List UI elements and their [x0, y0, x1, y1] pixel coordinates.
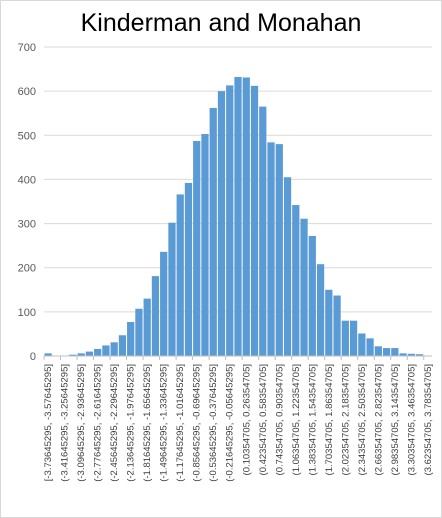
- histogram-bar: (1.38354705, 1.54354705]: 272: [308, 235, 316, 356]
- histogram-bar: (-0.53645295, -0.37645295]: 562: [209, 107, 217, 356]
- x-tick-label: (0.10354705, 0.26354705]: [241, 364, 252, 475]
- y-tick-label: 600: [18, 86, 36, 98]
- x-tick-label: (2.02354705, 2.18354705]: [340, 364, 351, 475]
- histogram-bar: (-0.85645295, -0.69645295]: 487: [193, 141, 201, 356]
- histogram-bar: (3.46354705, 3.62354705]: 4: [415, 354, 424, 356]
- y-axis-ticks: 0 100 200 300 400 500 600 700: [18, 42, 36, 363]
- histogram-bar: [-3.73645295, -3.57645295]: 6: [44, 353, 52, 356]
- histogram-bar: (1.54354705, 1.70354705]: 208: [316, 264, 325, 356]
- y-tick-label: 300: [18, 219, 36, 231]
- x-tick-label: (-2.45645295, -2.29645295]: [109, 364, 120, 482]
- x-tick-label: (0.74354705, 0.90354705]: [274, 364, 285, 475]
- x-tick-label: (3.30354705, 3.46354705]: [406, 364, 417, 475]
- x-axis-ticks: [-3.73645295, -3.57645295] (-3.41645295, …: [43, 356, 434, 482]
- histogram-bar: (-0.69645295, -0.53645295]: 503: [201, 133, 209, 356]
- histogram-bar: (-1.65645295, -1.49645295]: 181: [151, 276, 160, 356]
- histogram-bar: (2.34354705, 2.50354705]: 51: [358, 333, 366, 356]
- histogram-bar: (3.14354705, 3.30354705]: 6: [399, 353, 407, 356]
- histogram-bar: (-2.13645295, -1.97645295]: 77: [127, 322, 135, 356]
- x-tick-label: (1.70354705, 1.86354705]: [324, 364, 335, 475]
- histogram-bar: (1.22354705, 1.38354705]: 311: [300, 218, 308, 356]
- histogram-bar: (-1.01645295, -0.85645295]: 392: [184, 182, 193, 356]
- histogram-bar: (1.86354705, 2.02354705]: 137: [333, 295, 341, 356]
- histogram-bar: (0.90354705, 1.06354705]: 405: [283, 177, 292, 356]
- x-tick-label: (1.06354705, 1.22354705]: [291, 364, 302, 475]
- histogram-bar: (-0.21645295, -0.05645295]: 613: [226, 85, 234, 356]
- histogram-bar: (-2.61645295, -2.45645295]: 24: [102, 345, 110, 356]
- histogram-bar: (0.42354705, 0.58354705]: 565: [259, 106, 267, 356]
- histogram-bar: (1.06354705, 1.22354705]: 342: [292, 205, 300, 356]
- histogram-bar: (-0.37645295, -0.21645295]: 600: [217, 91, 226, 357]
- histogram-bar: (-1.97645295, -1.81645295]: 107: [135, 308, 143, 356]
- histogram-bar: (2.66354705, 2.82354705]: 22: [374, 346, 382, 356]
- histogram-bar: (2.98354705, 3.14354705]: 18: [391, 348, 399, 356]
- x-tick-label: [-3.73645295, -3.57645295]: [43, 364, 54, 481]
- x-tick-label: (2.98354705, 3.14354705]: [390, 364, 401, 475]
- chart-title: Kinderman and Monahan: [81, 9, 362, 37]
- x-tick-label: (-0.21645295, -0.05645295]: [225, 364, 236, 482]
- y-tick-label: 400: [18, 174, 36, 186]
- histogram-bar: (-2.93645295, -2.77645295]: 10: [85, 351, 94, 356]
- histogram-bar: (2.50354705, 2.66354705]: 40: [366, 338, 374, 356]
- histogram-bar: (-1.81645295, -1.65645295]: 130: [143, 298, 151, 356]
- histogram-bar: (-1.49645295, -1.33645295]: 236: [160, 251, 168, 356]
- x-tick-label: (-1.81645295, -1.65645295]: [142, 364, 153, 482]
- y-tick-label: 200: [18, 263, 36, 275]
- x-tick-label: (-3.09645295, -2.93645295]: [76, 364, 87, 482]
- histogram-bar: (2.82354705, 2.98354705]: 18: [382, 348, 391, 356]
- x-tick-label: (-2.77645295, -2.61645295]: [93, 364, 104, 482]
- y-tick-label: 500: [18, 130, 36, 142]
- y-tick-label: 0: [30, 351, 36, 363]
- histogram-bar: (0.74354705, 0.90354705]: 480: [275, 144, 283, 356]
- y-tick-label: 700: [18, 42, 36, 54]
- x-tick-label: (-1.49645295, -1.33645295]: [159, 364, 170, 482]
- histogram-bar: (-1.33645295, -1.17645295]: 302: [168, 222, 176, 356]
- x-tick-label: (3.62354705, 3.78354705]: [423, 364, 434, 475]
- histogram-bar: (-2.45645295, -2.29645295]: 31: [110, 342, 118, 356]
- histogram-bar: (3.30354705, 3.46354705]: 5: [407, 353, 415, 356]
- x-tick-label: (0.42354705, 0.58354705]: [258, 364, 269, 475]
- histogram-bar: (1.70354705, 1.86354705]: 150: [325, 289, 333, 356]
- x-tick-label: (-0.85645295, -0.69645295]: [192, 364, 203, 482]
- histogram-bar: (-3.25645295, -3.09645295]: 3: [69, 354, 77, 356]
- histogram-bar: (2.18354705, 2.34354705]: 80: [349, 320, 358, 356]
- histogram-bar: (0.10354705, 0.26354705]: 631: [242, 77, 250, 357]
- histogram-bar: (-3.09645295, -2.93645295]: 6: [77, 353, 85, 356]
- histogram-bar: (-0.05645295, 0.10354705]: 632: [234, 77, 242, 356]
- x-tick-label: (-3.41645295, -3.25645295]: [60, 364, 71, 482]
- histogram-bar: (2.02354705, 2.18354705]: 80: [341, 320, 349, 356]
- x-tick-label: (-1.17645295, -1.01645295]: [175, 364, 186, 482]
- histogram-bar: (0.58354705, 0.74354705]: 484: [267, 142, 275, 356]
- histogram-bar: (-2.29645295, -2.13645295]: 47: [118, 335, 127, 356]
- x-tick-label: (2.34354705, 2.50354705]: [357, 364, 368, 475]
- histogram-bar: (-1.17645295, -1.01645295]: 366: [176, 194, 184, 356]
- x-tick-label: (2.66354705, 2.82354705]: [373, 364, 384, 475]
- histogram-bar: (0.26354705, 0.42354705]: 612: [250, 85, 259, 357]
- x-tick-label: (-0.53645295, -0.37645295]: [208, 364, 219, 482]
- x-tick-label: (1.38354705, 1.54354705]: [307, 364, 318, 475]
- histogram-bar: (-2.77645295, -2.61645295]: 16: [94, 348, 102, 356]
- y-tick-label: 100: [18, 307, 36, 319]
- bars: [-3.73645295, -3.57645295]: 6(-3.5764529…: [44, 77, 432, 357]
- x-tick-label: (-2.13645295, -1.97645295]: [126, 364, 137, 482]
